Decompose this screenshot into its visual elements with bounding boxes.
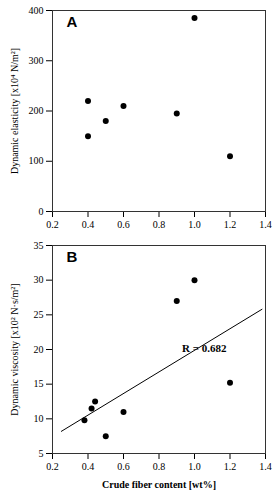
svg-text:1.2: 1.2	[224, 461, 237, 472]
svg-text:0.4: 0.4	[82, 219, 95, 230]
svg-text:0.8: 0.8	[153, 219, 166, 230]
svg-text:Crude fiber content [wt%]: Crude fiber content [wt%]	[102, 479, 216, 490]
svg-text:20: 20	[34, 344, 44, 355]
svg-text:1.0: 1.0	[188, 461, 201, 472]
svg-text:300: 300	[29, 55, 44, 66]
svg-text:30: 30	[34, 274, 44, 285]
svg-text:15: 15	[34, 378, 44, 389]
svg-text:0.8: 0.8	[153, 461, 166, 472]
svg-text:400: 400	[29, 5, 44, 16]
svg-text:0.4: 0.4	[82, 461, 95, 472]
svg-text:0.2: 0.2	[46, 219, 59, 230]
svg-text:0.6: 0.6	[117, 219, 130, 230]
svg-text:200: 200	[29, 105, 44, 116]
svg-text:A: A	[67, 13, 78, 30]
svg-text:35: 35	[34, 240, 44, 251]
svg-text:0: 0	[39, 206, 44, 217]
svg-text:Dynamic elasticity [x10⁴ N/m²]: Dynamic elasticity [x10⁴ N/m²]	[9, 48, 20, 174]
svg-text:25: 25	[34, 309, 44, 320]
svg-text:5: 5	[39, 448, 44, 459]
svg-text:1.0: 1.0	[188, 219, 201, 230]
svg-text:1.2: 1.2	[224, 219, 237, 230]
svg-text:R = 0.682: R = 0.682	[182, 342, 227, 354]
svg-text:B: B	[67, 248, 78, 265]
svg-text:Dynamic viscosity [x10² N·s/m²: Dynamic viscosity [x10² N·s/m²]	[9, 283, 20, 415]
svg-text:100: 100	[29, 155, 44, 166]
svg-text:0.2: 0.2	[46, 461, 59, 472]
svg-text:0.6: 0.6	[117, 461, 130, 472]
svg-text:1.4: 1.4	[259, 219, 272, 230]
svg-text:1.4: 1.4	[259, 461, 272, 472]
svg-text:10: 10	[34, 413, 44, 424]
